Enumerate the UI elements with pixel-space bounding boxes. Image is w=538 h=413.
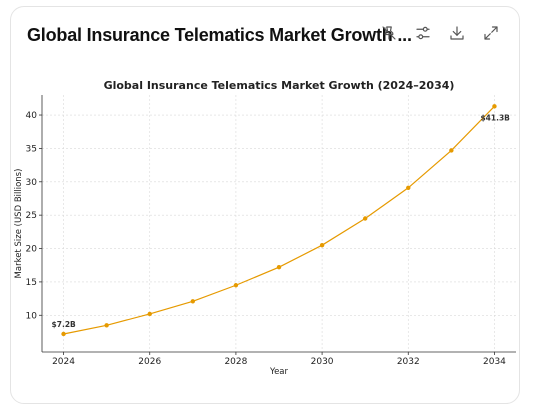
data-point bbox=[319, 242, 325, 248]
data-point bbox=[492, 104, 497, 109]
y-tick-label: 30 bbox=[26, 178, 38, 188]
chart-card: Global Insurance Telematics Market Growt… bbox=[10, 6, 520, 404]
download-icon bbox=[450, 26, 464, 40]
chart-title: Global Insurance Telematics Market Growt… bbox=[104, 79, 455, 92]
card-title: Global Insurance Telematics Market Growt… bbox=[27, 24, 412, 45]
data-point bbox=[190, 299, 196, 304]
y-tick-label: 35 bbox=[26, 144, 37, 154]
y-tick-label: 25 bbox=[26, 211, 37, 221]
data-point bbox=[61, 331, 66, 337]
card-header: Global Insurance Telematics Market Growt… bbox=[27, 19, 507, 51]
series-line bbox=[63, 105, 495, 335]
data-point bbox=[147, 311, 152, 317]
x-tick-label: 2024 bbox=[52, 357, 75, 367]
data-point bbox=[449, 148, 454, 153]
data-label: $41.3B bbox=[480, 113, 510, 122]
data-point bbox=[276, 265, 282, 270]
toolbar bbox=[377, 21, 503, 45]
grid bbox=[42, 95, 516, 352]
sliders-icon bbox=[416, 26, 430, 40]
y-axis-label: Market Size (USD Billions) bbox=[14, 169, 24, 279]
y-tick-label: 40 bbox=[26, 111, 38, 121]
expand-icon bbox=[484, 26, 498, 40]
filter-button[interactable] bbox=[411, 21, 435, 45]
unpin-button[interactable] bbox=[377, 21, 401, 45]
unpin-icon bbox=[382, 26, 396, 40]
x-tick-label: 2032 bbox=[397, 357, 420, 367]
data-point bbox=[233, 283, 239, 288]
data-label: $7.2B bbox=[52, 320, 77, 329]
download-button[interactable] bbox=[445, 21, 469, 45]
data-point bbox=[362, 216, 368, 221]
series bbox=[61, 104, 497, 337]
labels: Global Insurance Telematics Market Growt… bbox=[14, 79, 510, 377]
x-tick-label: 2034 bbox=[483, 357, 506, 367]
x-tick-label: 2030 bbox=[311, 357, 334, 367]
x-tick-label: 2026 bbox=[138, 357, 161, 367]
x-axis-label: Year bbox=[269, 367, 289, 377]
axes bbox=[39, 95, 516, 355]
data-point bbox=[104, 323, 109, 328]
expand-button[interactable] bbox=[479, 21, 503, 45]
x-tick-label: 2028 bbox=[224, 357, 247, 367]
y-tick-label: 20 bbox=[26, 245, 38, 255]
data-point bbox=[406, 185, 411, 190]
y-tick-label: 10 bbox=[26, 311, 38, 321]
y-tick-label: 15 bbox=[26, 278, 37, 288]
